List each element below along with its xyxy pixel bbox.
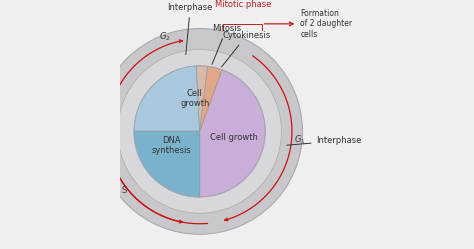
Text: Interphase: Interphase [287,136,362,145]
Text: DNA
synthesis: DNA synthesis [152,136,191,155]
Text: Cell growth: Cell growth [210,133,258,142]
Polygon shape [200,70,265,197]
Text: $G_1$: $G_1$ [294,133,306,146]
Text: Mitotic phase: Mitotic phase [215,0,271,9]
Text: Mitosis: Mitosis [212,24,241,64]
Circle shape [97,29,302,234]
Polygon shape [200,66,222,131]
Polygon shape [134,131,200,197]
Text: Interphase: Interphase [167,3,213,55]
Circle shape [134,66,265,197]
Polygon shape [196,66,208,131]
Text: S: S [121,186,127,195]
Polygon shape [134,66,200,131]
Text: Formation
of 2 daughter
cells: Formation of 2 daughter cells [264,9,352,39]
Text: $G_2$: $G_2$ [159,31,171,43]
Text: Cytokinesis: Cytokinesis [221,31,271,67]
Circle shape [118,50,282,213]
Text: Interphase: Interphase [0,248,1,249]
Text: Cell
growth: Cell growth [180,89,210,108]
